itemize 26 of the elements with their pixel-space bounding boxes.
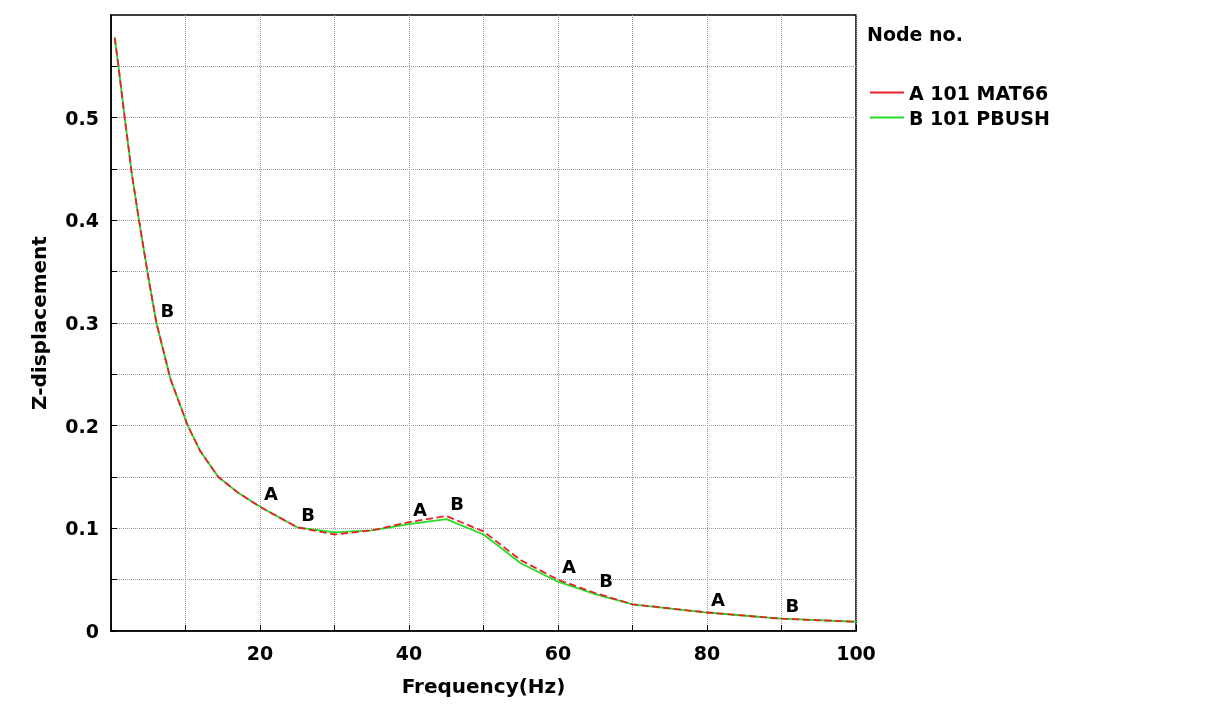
- line-series: [113, 36, 857, 623]
- y-tick-label: 0: [85, 620, 99, 642]
- x-tick-label: 100: [836, 641, 876, 664]
- x-axis-title: Frequency(Hz): [401, 674, 566, 698]
- legend-title: Node no.: [867, 22, 963, 45]
- annotation: A: [264, 483, 278, 505]
- annotation: B: [599, 569, 613, 591]
- y-tick-label: 0.2: [65, 414, 99, 437]
- annotation: B: [301, 503, 315, 525]
- annotation: A: [562, 556, 576, 578]
- y-tick-label: 0.4: [65, 209, 99, 232]
- y-axis-title: Z-displacement: [27, 235, 51, 410]
- annotation: B: [160, 299, 175, 321]
- legend-label: B 101 PBUSH: [909, 106, 1050, 129]
- x-tick-label: 60: [544, 641, 572, 664]
- x-tick-label: 80: [693, 641, 721, 664]
- annotation: A: [413, 498, 427, 520]
- legend-label: A 101 MAT66: [909, 81, 1049, 104]
- annotation: A: [711, 589, 725, 611]
- x-tick-label: 40: [395, 641, 423, 664]
- y-tick-label: 0.1: [65, 517, 99, 540]
- y-tick-label: 0.5: [65, 106, 99, 129]
- annotation: B: [450, 492, 464, 514]
- y-tick-label: 0.3: [65, 312, 99, 334]
- annotation: B: [785, 595, 800, 617]
- x-tick-label: 20: [246, 641, 274, 664]
